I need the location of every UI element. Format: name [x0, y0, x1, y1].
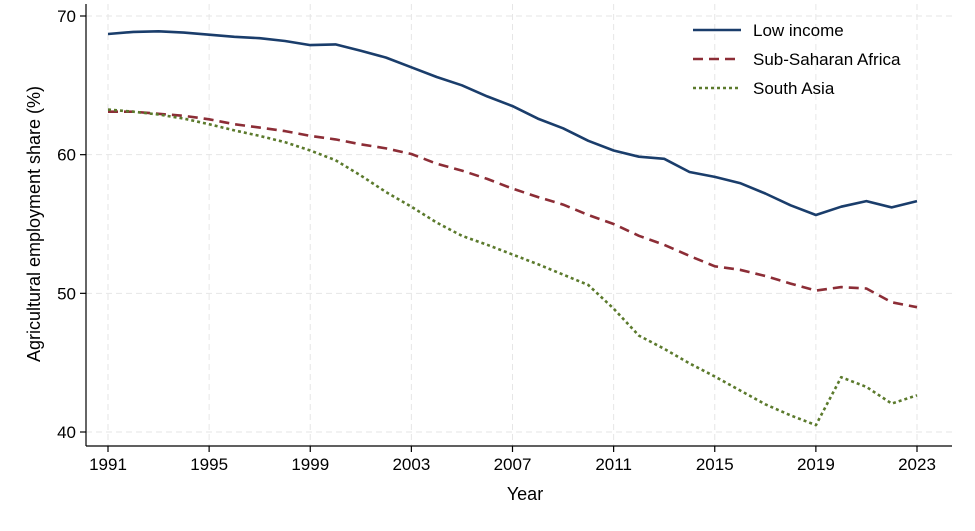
legend-label-0: Low income: [753, 21, 844, 40]
x-axis-title: Year: [507, 484, 543, 504]
legend: Low income Sub-Saharan Africa South Asia: [693, 21, 901, 98]
series-lines: [107, 29, 918, 427]
x-tick-label: 2015: [696, 455, 734, 474]
x-tick-label: 1991: [89, 455, 127, 474]
y-tick-label: 60: [57, 146, 76, 165]
y-tick-label: 50: [57, 284, 76, 303]
legend-label-1: Sub-Saharan Africa: [753, 50, 901, 69]
legend-label-2: South Asia: [753, 79, 835, 98]
series-line-1: [108, 110, 918, 309]
series-line-0: [107, 29, 918, 217]
x-tick-label: 1995: [190, 455, 228, 474]
x-tick-label: 2003: [392, 455, 430, 474]
series-line-2: [107, 108, 918, 427]
y-axis-title: Agricultural employment share (%): [24, 86, 44, 362]
y-tick-label: 40: [57, 423, 76, 442]
grid-lines: [86, 4, 952, 446]
x-tick-label: 1999: [291, 455, 329, 474]
y-tick-label: 70: [57, 7, 76, 26]
x-tick-label: 2019: [797, 455, 835, 474]
tick-labels: 1991 1995 1999 2003 2007 2011 2015 2019 2023 40 50…: [57, 7, 936, 474]
x-tick-label: 2011: [595, 455, 632, 474]
axes: [85, 4, 952, 447]
x-tick-label: 2023: [898, 455, 936, 474]
x-tick-label: 2007: [494, 455, 532, 474]
